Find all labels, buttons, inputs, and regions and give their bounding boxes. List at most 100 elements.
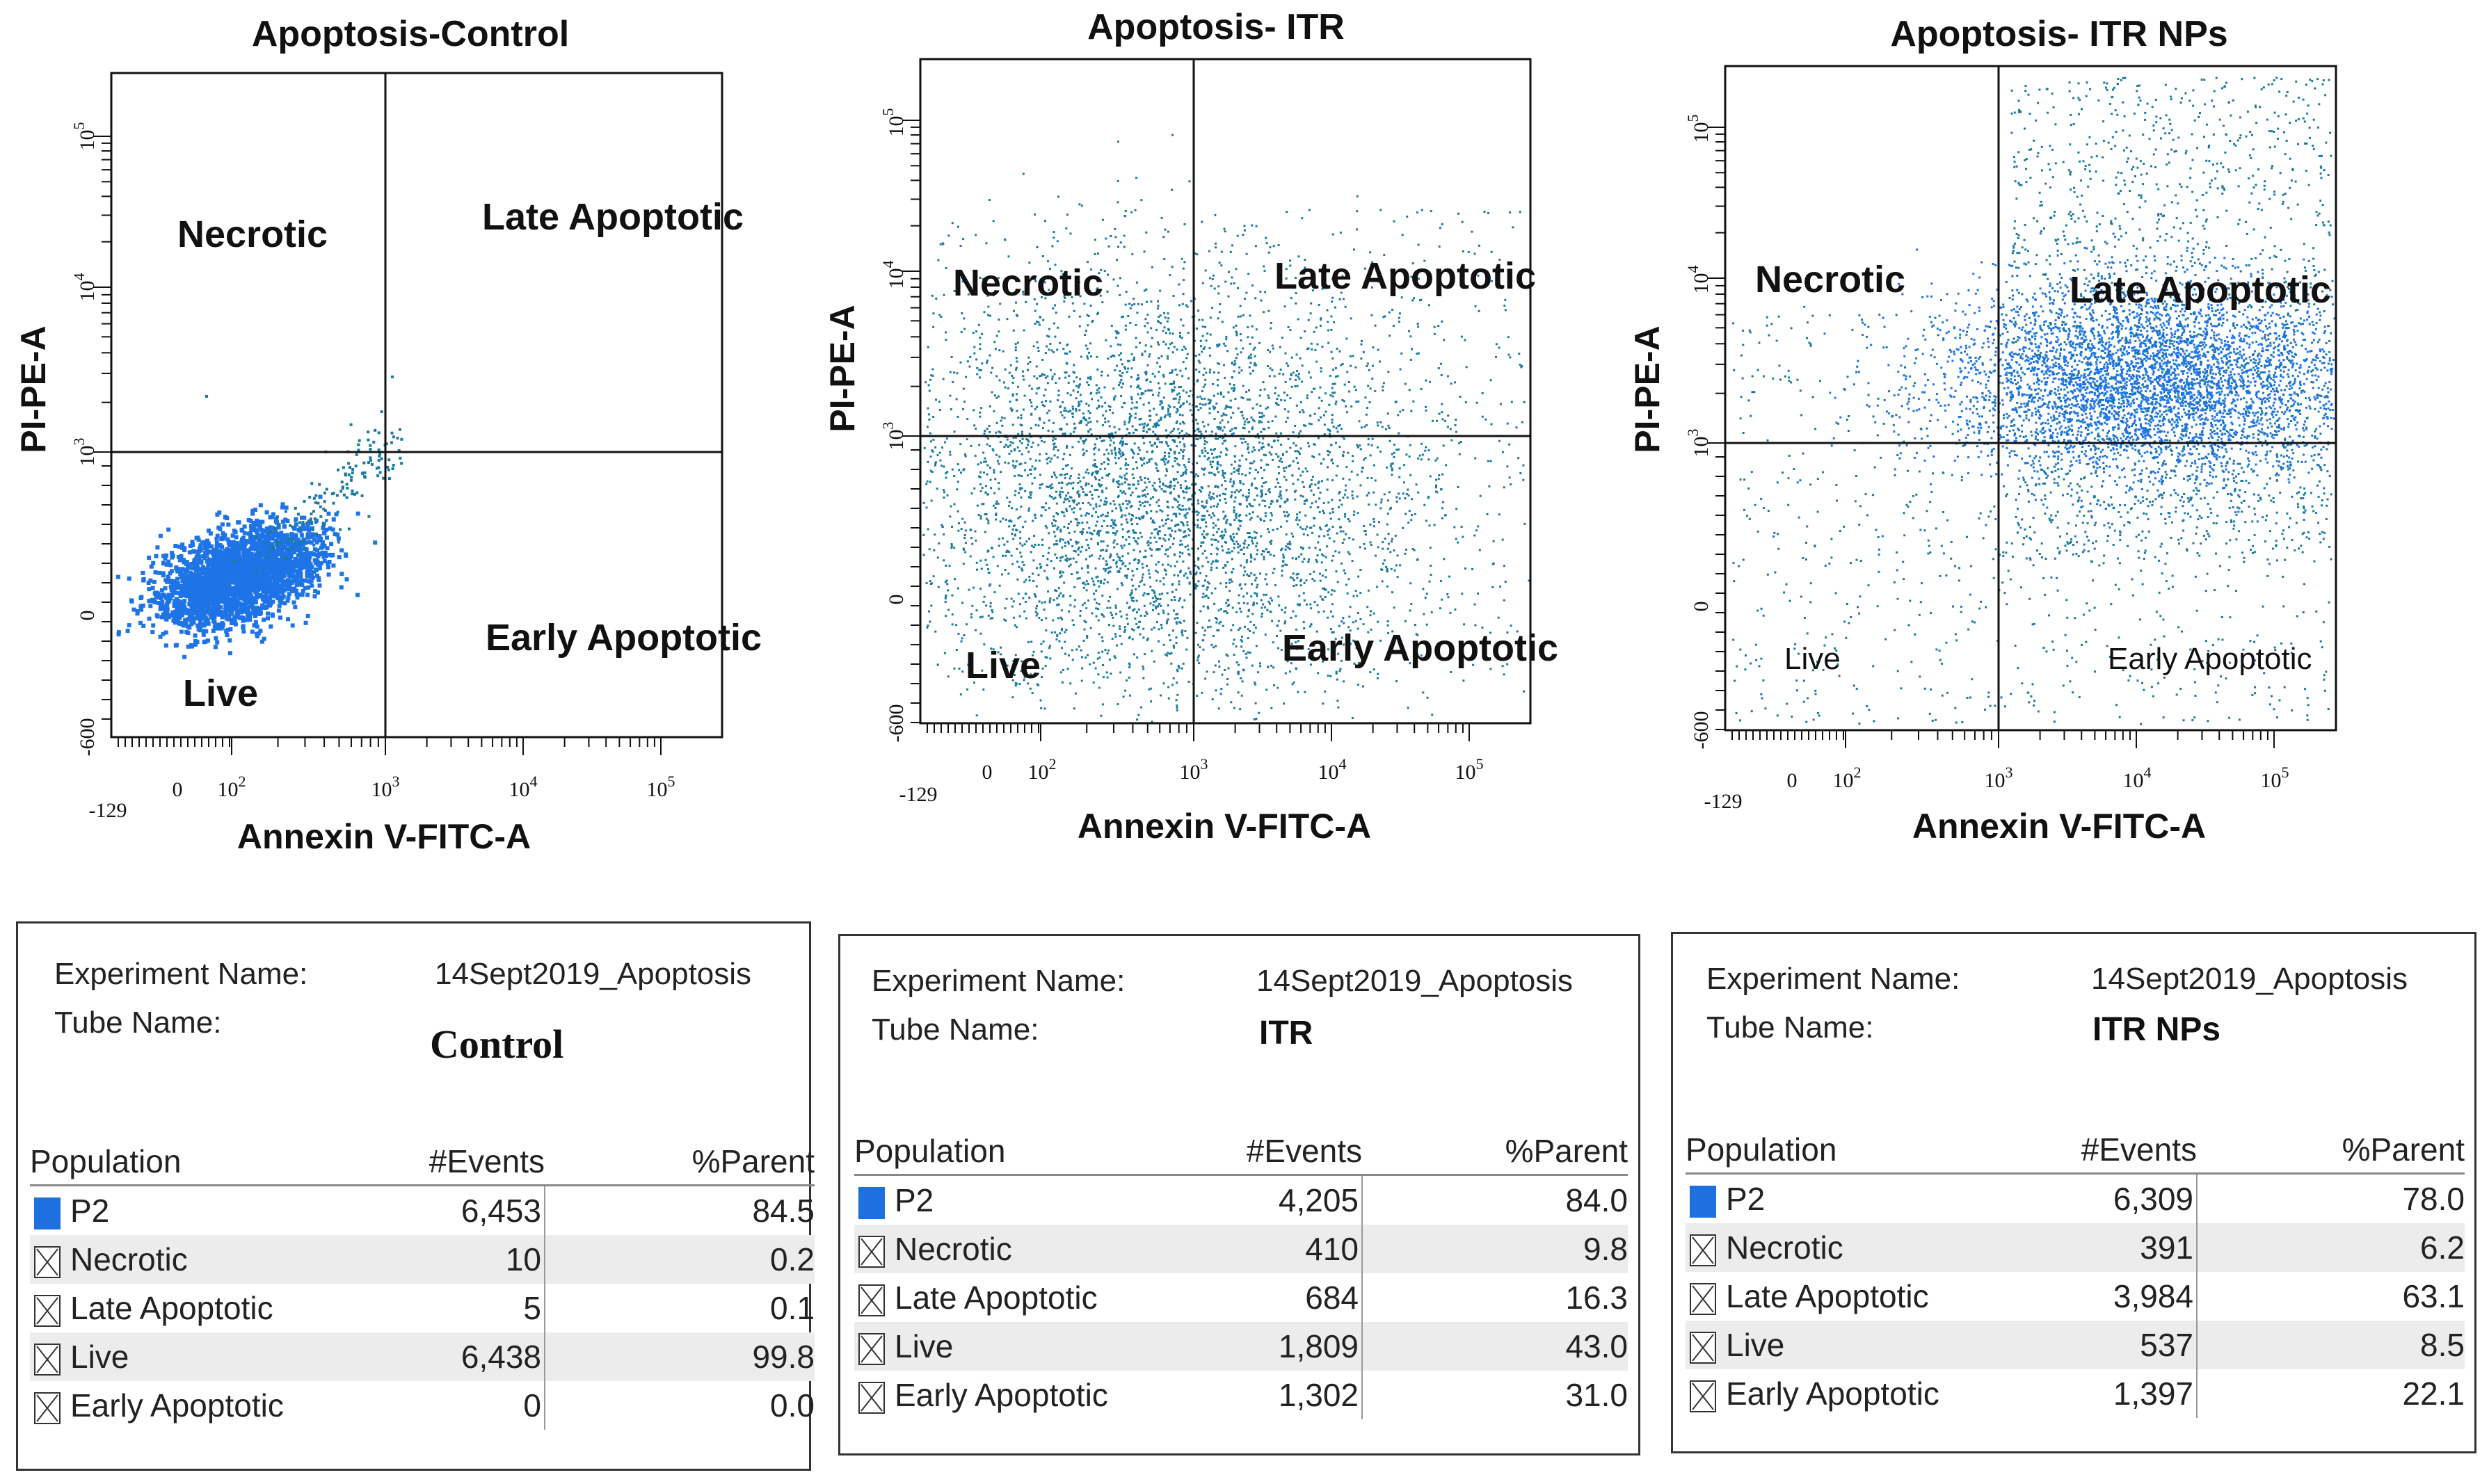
scatter-point [255, 624, 259, 629]
scatter-point [1134, 558, 1137, 560]
scatter-point [1023, 543, 1026, 546]
scatter-point [1072, 487, 1074, 490]
scatter-point [1145, 288, 1148, 291]
scatter-point [284, 505, 289, 510]
scatter-point [276, 585, 280, 590]
scatter-point [1167, 514, 1169, 517]
scatter-point [1112, 387, 1115, 390]
scatter-point [1027, 444, 1029, 446]
scatter-point [1068, 610, 1071, 613]
scatter-point [312, 497, 316, 500]
scatter-point [1142, 392, 1145, 395]
scatter-point [1202, 541, 1205, 544]
scatter-point [1213, 538, 1216, 541]
scatter-point [1236, 234, 1239, 237]
scatter-point [227, 599, 232, 604]
scatter-point [257, 563, 262, 567]
scatter-point [1288, 543, 1290, 545]
scatter-point [289, 581, 294, 585]
scatter-point [1245, 559, 1248, 562]
scatter-point [1173, 406, 1176, 409]
scatter-point [1133, 303, 1136, 305]
scatter-point [204, 553, 209, 557]
scatter-point [1313, 570, 1315, 573]
scatter-point [1284, 672, 1287, 675]
scatter-point [1220, 484, 1223, 487]
scatter-point [1058, 640, 1061, 643]
scatter-point [182, 599, 187, 604]
scatter-point [1209, 463, 1212, 466]
scatter-point [1297, 691, 1299, 693]
scatter-point [962, 387, 965, 390]
scatter-point [206, 638, 210, 643]
scatter-point [349, 466, 352, 469]
scatter-point [237, 546, 241, 551]
scatter-point [200, 622, 205, 627]
scatter-point [1297, 373, 1300, 375]
scatter-point [183, 586, 188, 590]
scatter-point [1303, 502, 1306, 505]
scatter-point [193, 638, 198, 643]
scatter-point [1176, 409, 1179, 412]
scatter-point [166, 527, 171, 532]
scatter-point [1213, 274, 1215, 277]
scatter-point [1143, 604, 1146, 607]
scatter-point [1450, 382, 1452, 385]
scatter-point [1338, 298, 1341, 300]
scatter-point [1058, 482, 1061, 485]
scatter-point [1306, 534, 1309, 537]
scatter-point [1163, 460, 1166, 463]
scatter-point [310, 583, 314, 588]
scatter-point [287, 572, 291, 576]
scatter-point [1181, 634, 1184, 637]
scatter-point [195, 591, 200, 596]
scatter-point [211, 598, 216, 603]
scatter-point [1152, 394, 1154, 396]
scatter-point [1260, 412, 1263, 414]
scatter-point [312, 594, 317, 599]
scatter-point [1165, 522, 1167, 525]
scatter-point [1155, 597, 1158, 599]
scatter-point [937, 586, 940, 588]
scatter-point [1316, 554, 1319, 557]
scatter-point [1008, 551, 1011, 554]
scatter-point [392, 435, 395, 439]
scatter-point [311, 528, 314, 531]
scatter-point [180, 567, 185, 572]
scatter-point [1215, 539, 1217, 541]
scatter-point [216, 569, 221, 574]
scatter-point [1313, 579, 1316, 582]
scatter-point [1224, 433, 1226, 436]
scatter-point [309, 517, 312, 521]
scatter-point [1107, 357, 1110, 360]
scatter-point [1225, 338, 1228, 341]
scatter-point [985, 242, 988, 245]
scatter-point [319, 536, 323, 541]
scatter-point [1245, 656, 1248, 659]
scatter-point [225, 633, 230, 638]
scatter-point [1242, 494, 1244, 497]
scatter-point [1096, 575, 1099, 578]
scatter-point [279, 576, 284, 581]
scatter-point [1116, 332, 1119, 334]
scatter-point [1018, 463, 1021, 466]
x-tick-label: 104 [509, 773, 538, 801]
scatter-point [211, 569, 216, 574]
scatter-point [1117, 457, 1120, 460]
scatter-point [191, 572, 196, 576]
scatter-point [1059, 405, 1062, 408]
scatter-point [273, 583, 278, 588]
scatter-point [1319, 549, 1322, 551]
scatter-point [191, 549, 195, 554]
scatter-point [1138, 501, 1141, 503]
scatter-point [1251, 664, 1254, 667]
scatter-point [1057, 389, 1060, 392]
scatter-point [1029, 361, 1032, 363]
scatter-point [272, 558, 277, 563]
scatter-point [1144, 549, 1147, 552]
scatter-point [1286, 515, 1289, 517]
scatter-point [175, 569, 180, 574]
scatter-point [1449, 611, 1452, 614]
scatter-point [1021, 660, 1023, 663]
scatter-point [198, 548, 203, 553]
